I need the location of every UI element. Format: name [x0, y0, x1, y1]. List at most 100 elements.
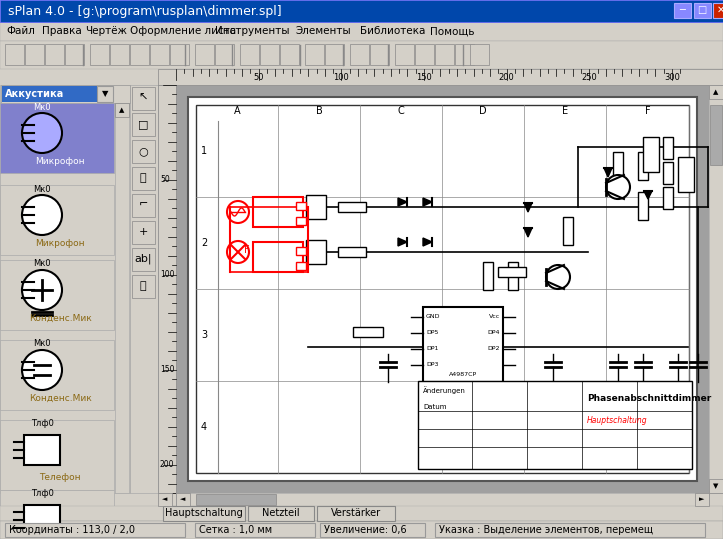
- Text: ▲: ▲: [119, 107, 124, 113]
- Polygon shape: [398, 238, 407, 246]
- Text: ○: ○: [138, 146, 148, 156]
- Text: DP1: DP1: [426, 347, 438, 351]
- Bar: [158, 493, 172, 506]
- Bar: [663, 137, 673, 159]
- Text: A4987CP: A4987CP: [449, 371, 477, 377]
- Bar: [248, 506, 314, 521]
- Bar: [350, 44, 369, 65]
- Bar: [613, 152, 623, 180]
- Polygon shape: [398, 198, 407, 206]
- Bar: [163, 506, 245, 521]
- Bar: [0, 260, 114, 330]
- Text: Чертёж: Чертёж: [85, 26, 127, 37]
- Text: Телефон: Телефон: [39, 473, 81, 482]
- Bar: [5, 44, 24, 65]
- Bar: [158, 85, 176, 493]
- Bar: [115, 103, 129, 117]
- Bar: [0, 41, 723, 69]
- Text: B: B: [316, 106, 322, 116]
- Bar: [24, 505, 60, 535]
- Text: Сетка : 1,0 мм: Сетка : 1,0 мм: [199, 525, 272, 535]
- Bar: [130, 44, 149, 65]
- Bar: [306, 240, 326, 264]
- Text: ►: ►: [699, 496, 705, 502]
- Bar: [132, 87, 155, 110]
- Text: Увеличение: 0,6: Увеличение: 0,6: [324, 525, 406, 535]
- Bar: [470, 44, 489, 65]
- Text: Аккустика: Аккустика: [5, 89, 64, 99]
- Bar: [338, 202, 366, 212]
- Bar: [0, 22, 723, 41]
- Bar: [115, 103, 129, 493]
- Bar: [663, 187, 673, 209]
- Bar: [296, 247, 306, 255]
- Bar: [709, 85, 723, 493]
- Bar: [317, 506, 395, 521]
- Text: 100: 100: [160, 270, 174, 279]
- Text: D: D: [479, 106, 487, 116]
- Bar: [260, 44, 279, 65]
- Text: ▲: ▲: [714, 89, 719, 95]
- Text: Phasenabschnittdimmer: Phasenabschnittdimmer: [587, 394, 711, 403]
- Bar: [713, 3, 723, 18]
- Bar: [280, 44, 299, 65]
- Bar: [678, 157, 694, 192]
- Bar: [296, 202, 306, 210]
- Circle shape: [606, 175, 630, 199]
- Bar: [296, 262, 306, 270]
- Bar: [306, 195, 326, 219]
- Bar: [483, 262, 493, 290]
- Text: Мк0: Мк0: [33, 102, 51, 112]
- Circle shape: [227, 241, 249, 263]
- Bar: [508, 262, 518, 290]
- Text: DP2: DP2: [487, 347, 500, 351]
- Bar: [0, 340, 114, 410]
- Bar: [188, 97, 697, 481]
- Bar: [158, 69, 723, 85]
- Text: Элементы: Элементы: [295, 26, 351, 37]
- Bar: [1, 85, 130, 103]
- Bar: [196, 105, 689, 473]
- Text: 50: 50: [160, 175, 170, 184]
- Text: Указка : Выделение элементов, перемещ: Указка : Выделение элементов, перемещ: [439, 525, 653, 535]
- Bar: [709, 479, 723, 493]
- Bar: [176, 493, 709, 506]
- Bar: [176, 493, 190, 506]
- Text: 300: 300: [664, 73, 680, 82]
- Bar: [0, 85, 130, 493]
- Text: 50: 50: [253, 73, 264, 82]
- Bar: [195, 523, 315, 537]
- Bar: [0, 420, 114, 490]
- Circle shape: [22, 270, 62, 310]
- Text: Инструменты: Инструменты: [215, 26, 289, 37]
- Polygon shape: [644, 191, 652, 199]
- Text: □: □: [698, 5, 706, 15]
- Text: □: □: [138, 119, 148, 129]
- Bar: [130, 85, 158, 493]
- Bar: [132, 167, 155, 190]
- Text: Hauptschaltung: Hauptschaltung: [165, 508, 243, 518]
- Text: F: F: [244, 245, 250, 255]
- Bar: [325, 44, 344, 65]
- Circle shape: [546, 265, 570, 289]
- Text: Библиотека: Библиотека: [360, 26, 425, 37]
- Text: Мк0: Мк0: [33, 184, 51, 194]
- Text: Мк0: Мк0: [33, 340, 51, 349]
- Text: 250: 250: [581, 73, 597, 82]
- Text: DP4: DP4: [487, 330, 500, 335]
- Text: 1: 1: [201, 146, 207, 156]
- Text: ✕: ✕: [717, 5, 723, 15]
- Bar: [0, 490, 114, 539]
- Text: +: +: [138, 227, 147, 237]
- Text: ⌗: ⌗: [140, 173, 146, 183]
- Text: ▼: ▼: [714, 483, 719, 489]
- Bar: [132, 194, 155, 217]
- Text: 4: 4: [201, 422, 207, 432]
- Bar: [215, 44, 234, 65]
- Text: 100: 100: [333, 73, 349, 82]
- Text: ⌐: ⌐: [138, 200, 147, 210]
- Bar: [45, 44, 64, 65]
- Text: 150: 150: [416, 73, 432, 82]
- Text: Микрофон: Микрофон: [35, 238, 85, 247]
- Bar: [643, 137, 659, 172]
